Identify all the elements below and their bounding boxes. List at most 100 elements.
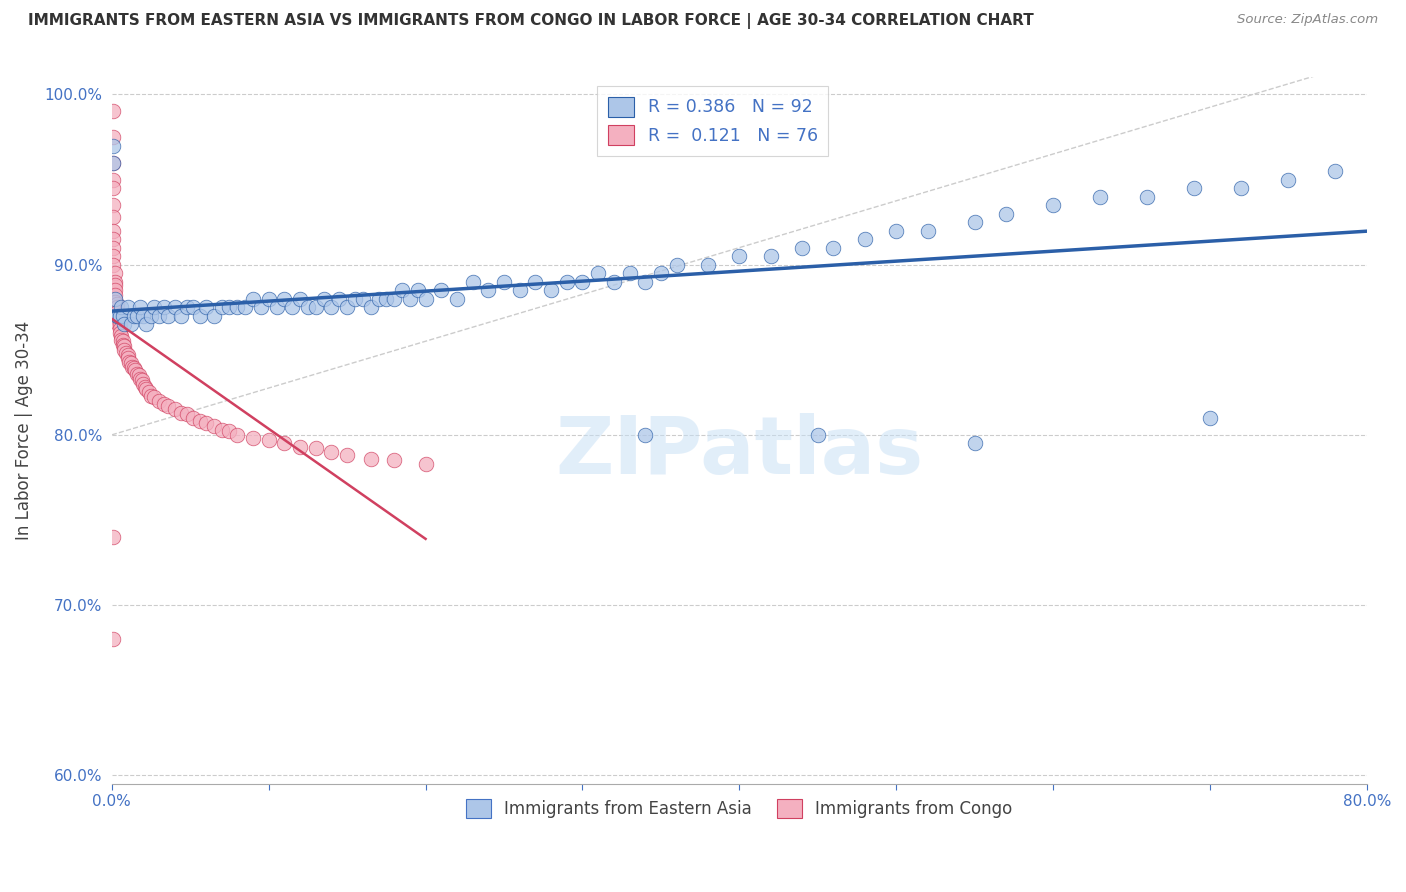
Point: [128, 368, 150, 383]
Point: [273, 292, 295, 306]
Point: [111, 309, 134, 323]
Point: [110, 329, 132, 343]
Point: [382, 453, 405, 467]
Point: [336, 300, 359, 314]
Point: [382, 292, 405, 306]
Point: [103, 249, 125, 263]
Point: [242, 292, 264, 306]
Point: [157, 399, 180, 413]
Point: [188, 309, 211, 323]
Point: [1230, 181, 1253, 195]
Point: [188, 414, 211, 428]
Point: [367, 292, 389, 306]
Point: [1277, 172, 1299, 186]
Point: [107, 309, 129, 323]
Point: [104, 283, 127, 297]
Point: [104, 278, 127, 293]
Point: [108, 322, 131, 336]
Point: [242, 431, 264, 445]
Point: [391, 283, 413, 297]
Point: [143, 300, 166, 314]
Point: [665, 258, 688, 272]
Point: [257, 433, 280, 447]
Point: [104, 266, 127, 280]
Point: [328, 292, 350, 306]
Point: [352, 292, 374, 306]
Point: [157, 309, 180, 323]
Point: [107, 317, 129, 331]
Point: [148, 393, 170, 408]
Point: [170, 406, 193, 420]
Point: [108, 309, 131, 323]
Point: [226, 427, 249, 442]
Point: [728, 249, 751, 263]
Point: [139, 309, 162, 323]
Point: [131, 373, 153, 387]
Point: [634, 275, 657, 289]
Point: [603, 275, 626, 289]
Point: [103, 241, 125, 255]
Point: [103, 130, 125, 145]
Point: [415, 457, 437, 471]
Point: [321, 445, 343, 459]
Point: [509, 283, 531, 297]
Point: [152, 397, 174, 411]
Point: [132, 309, 155, 323]
Point: [111, 337, 134, 351]
Point: [312, 292, 335, 306]
Point: [112, 343, 135, 357]
Point: [415, 292, 437, 306]
Point: [103, 104, 125, 119]
Point: [152, 300, 174, 314]
Point: [321, 300, 343, 314]
Point: [257, 292, 280, 306]
Point: [183, 300, 205, 314]
Point: [360, 451, 382, 466]
Point: [103, 198, 125, 212]
Point: [218, 300, 240, 314]
Y-axis label: In Labor Force | Age 30-34: In Labor Force | Age 30-34: [15, 321, 32, 541]
Point: [619, 266, 641, 280]
Point: [122, 361, 145, 376]
Point: [112, 339, 135, 353]
Point: [103, 138, 125, 153]
Point: [634, 427, 657, 442]
Point: [524, 275, 547, 289]
Point: [103, 632, 125, 646]
Point: [853, 232, 876, 246]
Point: [134, 380, 156, 394]
Point: [1324, 164, 1347, 178]
Point: [995, 206, 1018, 220]
Point: [202, 419, 225, 434]
Point: [343, 292, 366, 306]
Point: [233, 300, 256, 314]
Point: [120, 317, 142, 331]
Point: [1088, 189, 1111, 203]
Point: [103, 232, 125, 246]
Point: [360, 300, 382, 314]
Point: [105, 300, 128, 314]
Text: Source: ZipAtlas.com: Source: ZipAtlas.com: [1237, 13, 1378, 27]
Legend: Immigrants from Eastern Asia, Immigrants from Congo: Immigrants from Eastern Asia, Immigrants…: [460, 792, 1019, 825]
Point: [129, 300, 152, 314]
Point: [103, 155, 125, 169]
Point: [540, 283, 562, 297]
Point: [571, 275, 593, 289]
Point: [115, 346, 138, 360]
Point: [586, 266, 609, 280]
Point: [120, 356, 142, 370]
Point: [125, 367, 148, 381]
Point: [1199, 410, 1222, 425]
Point: [461, 275, 484, 289]
Point: [1042, 198, 1064, 212]
Point: [305, 300, 328, 314]
Point: [124, 363, 146, 377]
Point: [759, 249, 782, 263]
Point: [104, 292, 127, 306]
Point: [104, 295, 127, 310]
Point: [163, 300, 186, 314]
Point: [125, 309, 148, 323]
Point: [129, 372, 152, 386]
Text: IMMIGRANTS FROM EASTERN ASIA VS IMMIGRANTS FROM CONGO IN LABOR FORCE | AGE 30-34: IMMIGRANTS FROM EASTERN ASIA VS IMMIGRAN…: [28, 13, 1033, 29]
Point: [135, 317, 157, 331]
